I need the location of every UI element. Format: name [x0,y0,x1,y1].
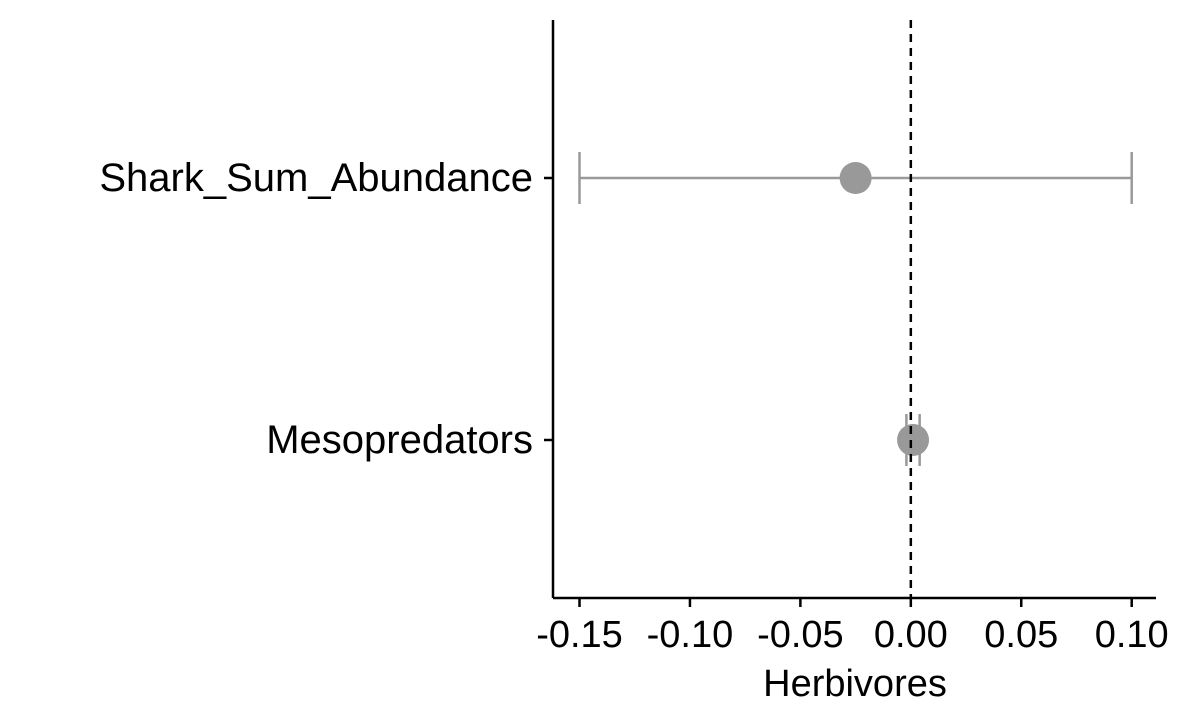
y-category-label: Mesopredators [266,418,533,462]
x-tick-label: -0.05 [757,614,844,656]
x-tick-label: 0.05 [984,614,1058,656]
plot-area [578,20,1133,598]
x-tick-label: 0.00 [874,614,948,656]
x-axis-title: Herbivores [763,663,947,705]
x-tick-label: 0.10 [1095,614,1169,656]
y-category-label: Shark_Sum_Abundance [99,156,533,200]
x-axis-ticks: -0.15 -0.10 -0.05 0.00 0.05 0.10 [536,598,1169,656]
x-tick-label: -0.10 [647,614,734,656]
x-tick-label: -0.15 [536,614,623,656]
estimate-point [897,424,930,456]
y-axis-ticks: Shark_Sum_Abundance Mesopredators [99,156,553,462]
estimate-point [839,162,872,194]
